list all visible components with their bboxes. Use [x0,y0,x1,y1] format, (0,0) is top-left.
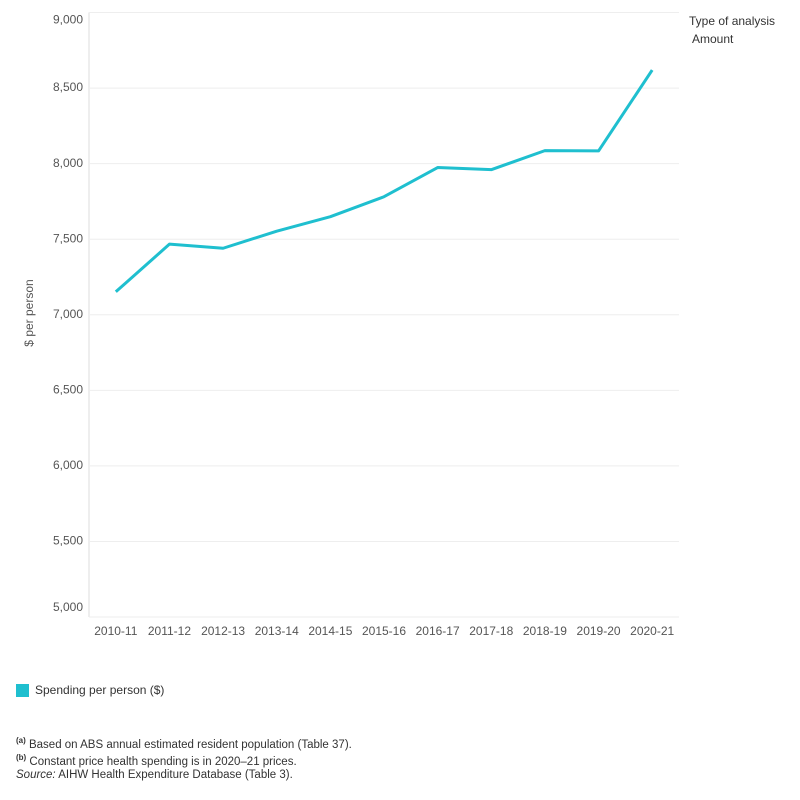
note-text: Based on ABS annual estimated resident p… [28,738,352,751]
x-tick-label: 2013-14 [255,624,299,638]
x-tick-label: 2012-13 [201,624,245,638]
legend-label: Spending per person ($) [35,683,165,697]
y-tick-label: 5,500 [53,534,83,548]
y-tick-label: 7,500 [53,231,83,245]
y-tick-label: 7,000 [53,307,83,321]
note: (a) Based on ABS annual estimated reside… [16,736,352,751]
source-text: AIHW Health Expenditure Database (Table … [58,769,293,781]
y-tick-label: 9,000 [53,13,83,27]
filter-title: Type of analysis [689,14,776,28]
y-tick-label: 6,500 [53,382,83,396]
x-tick-label: 2017-18 [469,624,513,638]
y-tick-label: 6,000 [53,458,83,472]
source-label: Source: [16,769,56,781]
x-tick-label: 2016-17 [416,624,460,638]
note-marker: (a) [16,736,26,745]
x-tick-label: 2019-20 [577,624,621,638]
note: (b) Constant price health spending is in… [16,753,297,768]
x-tick-label: 2011-12 [148,624,191,638]
y-tick-label: 5,000 [53,600,83,614]
chart: $ per person 5,000 5,500 6,000 6,500 7,000 7,… [22,12,679,638]
x-tick-label: 2020-21 [630,624,674,638]
line [114,69,654,293]
y-tick-label: 8,000 [53,156,83,170]
source: Source: AIHW Health Expenditure Database… [16,769,293,781]
y-tick-label: 8,500 [53,80,83,94]
x-tick-label: 2015-16 [362,624,406,638]
y-axis-label: $ per person [22,279,36,346]
x-tick-label: 2014-15 [308,624,352,638]
legend-swatch [16,683,29,697]
x-tick-label: 2010-11 [94,624,137,638]
filter-value[interactable]: Amount [692,32,734,46]
legend: Spending per person ($) [16,683,164,697]
x-tick-label: 2018-19 [523,624,567,638]
note-marker: (b) [16,753,27,762]
note-text: Constant price health spending is in 202… [29,755,297,768]
